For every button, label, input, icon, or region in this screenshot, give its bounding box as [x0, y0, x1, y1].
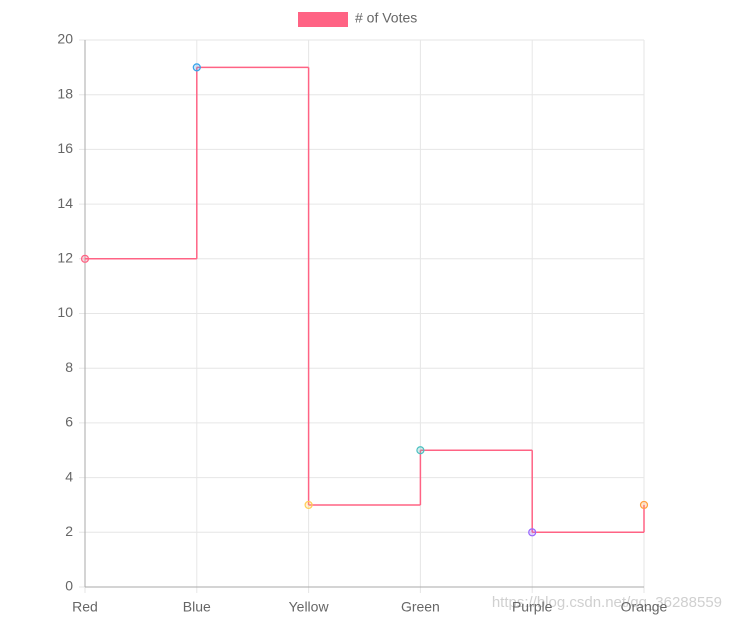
y-tick-label: 2	[65, 523, 73, 539]
y-tick-label: 20	[57, 31, 73, 47]
y-tick-label: 16	[57, 140, 73, 156]
y-tick-label: 18	[57, 85, 73, 101]
point	[304, 500, 313, 510]
point	[192, 63, 201, 72]
y-tick-label: 4	[65, 468, 73, 484]
x-tick-label: Red	[72, 599, 98, 615]
watermark: https://blog.csdn.net/qq_36288559	[492, 594, 722, 611]
point	[80, 254, 90, 263]
y-tick-label: 10	[57, 304, 73, 320]
x-tick-label: Blue	[183, 599, 211, 615]
x-tick-label: Orange	[621, 599, 668, 615]
y-tick-label: 0	[65, 578, 73, 594]
legend-swatch	[298, 12, 348, 27]
legend-label: # of Votes	[355, 10, 417, 26]
x-tick-label: Green	[401, 599, 440, 615]
point	[528, 528, 537, 537]
y-tick-label: 14	[57, 195, 73, 211]
y-tick-label: 12	[57, 250, 73, 266]
y-tick-label: 6	[65, 414, 73, 430]
x-tick-label: Yellow	[289, 599, 330, 615]
point	[416, 446, 425, 455]
x-tick-label: Purple	[512, 599, 553, 615]
y-tick-label: 8	[65, 359, 73, 375]
point	[639, 500, 649, 510]
